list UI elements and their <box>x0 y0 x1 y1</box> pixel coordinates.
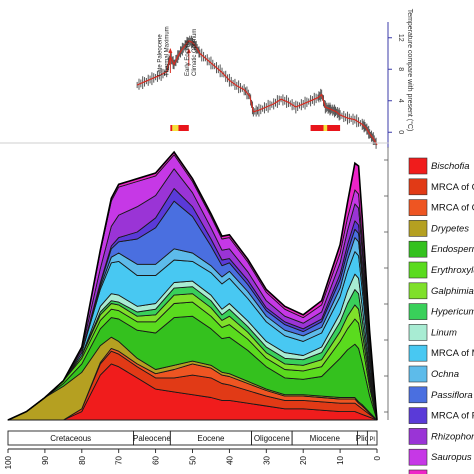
legend-label-ochna: Ochna <box>431 369 459 380</box>
x-tick-label: 70 <box>115 455 124 464</box>
legend-label-drypetes: Drypetes <box>431 223 469 234</box>
legend-swatch-sauropus <box>408 448 428 466</box>
temperature-noise <box>136 35 377 149</box>
legend-label-endospermu: Endospermu <box>431 244 474 255</box>
area-right-axis <box>384 147 389 420</box>
legend-label-mrca-of-cla: MRCA of Cla <box>431 182 474 193</box>
epoch-label: Cretaceous <box>50 434 91 443</box>
temperature-tick-label: 0 <box>397 130 404 134</box>
x-tick-label: 20 <box>299 455 308 464</box>
annotation-label: Late PaleoceneThermal Maximum <box>157 26 170 76</box>
temperature-annotations: Late PaleoceneThermal Maximum Early Eocen… <box>157 26 197 76</box>
epoch-label: Plio <box>356 434 370 443</box>
x-tick-label: 90 <box>41 455 50 464</box>
temperature-tick-label: 8 <box>397 67 404 71</box>
epoch-bar: Cretaceous Paleocene Eocene Oligocene Miocen… <box>7 430 378 446</box>
x-tick-label: 60 <box>152 455 161 464</box>
legend-swatch-hypericum <box>408 303 428 320</box>
temperature-axis-label: Temperature compare with present (°C) <box>406 9 414 132</box>
temperature-tick-label: 12 <box>397 34 404 42</box>
x-tick-label: 100 <box>4 455 13 469</box>
temperature-tick-label: 4 <box>397 99 404 103</box>
legend-swatch-rhizophora <box>408 428 428 445</box>
temperature-panel: 0 4 8 12 Temperature compare with present (… <box>136 9 414 149</box>
legend-swatch-mrca-of-cla <box>408 178 428 196</box>
annotation-arrowhead <box>186 48 191 53</box>
epoch-label: Pl <box>370 437 375 443</box>
x-tick-label: 0 <box>373 455 382 460</box>
legend-label-galphimia: Galphimia <box>431 286 474 297</box>
epoch-label: Oligocene <box>254 434 291 443</box>
warm-period-bars <box>170 125 341 131</box>
annotation-label: Early EoceneClimatic Optimum <box>185 29 198 76</box>
x-tick-label: 30 <box>262 455 271 464</box>
warm-period-highlight <box>323 125 328 131</box>
temperature-line <box>136 40 378 146</box>
legend-swatch-endospermu <box>408 240 428 258</box>
legend-label-mrca-of-pc: MRCA of Pc <box>431 411 474 422</box>
legend: Bischofia MRCA of Cla MRCA of Ca Drypetes En… <box>408 157 474 474</box>
legend-label-mrca-of-ma: MRCA of Ma <box>431 348 474 359</box>
legend-swatch-drypetes <box>408 220 428 237</box>
area-outline <box>7 150 378 421</box>
legend-swatch-viola <box>408 469 428 474</box>
legend-label-passiflora: Passiflora <box>431 390 473 401</box>
x-tick-label: 50 <box>189 455 198 464</box>
epoch-label: Eocene <box>197 434 225 443</box>
legend-swatch-mrca-of-ca <box>408 199 428 216</box>
warm-period-highlight <box>172 125 179 131</box>
legend-label-rhizophora: Rhizophora <box>431 431 474 442</box>
x-tick-label: 40 <box>225 455 234 464</box>
warm-period-bar <box>170 125 189 131</box>
annotation-arrowhead <box>168 48 173 53</box>
time-axis: 100 90 80 70 60 50 40 30 20 10 0 <box>4 448 382 469</box>
legend-swatch-ochna <box>408 365 428 383</box>
legend-swatch-passiflora <box>408 386 428 404</box>
legend-swatch-galphimia <box>408 282 428 300</box>
legend-label-erythroxylu: Erythroxylu <box>431 265 474 276</box>
legend-label-mrca-of-ca: MRCA of Ca <box>431 203 474 214</box>
legend-label-hypericum: Hypericum <box>431 307 474 318</box>
temperature-axis: 0 4 8 12 <box>387 22 404 148</box>
stacked-area-panel <box>7 147 389 421</box>
legend-label-linum: Linum <box>431 327 457 338</box>
legend-swatch-linum <box>408 324 428 341</box>
epoch-label: Paleocene <box>133 434 171 443</box>
epoch-label: Miocene <box>310 434 341 443</box>
legend-label-bischofia: Bischofia <box>431 161 470 172</box>
legend-label-sauropus: Sauropus <box>431 452 472 463</box>
epoch-pl <box>366 430 378 446</box>
x-tick-label: 80 <box>78 455 87 464</box>
legend-swatch-mrca-of-pc <box>408 407 428 424</box>
x-tick-label: 10 <box>336 455 345 464</box>
legend-swatch-bischofia <box>408 157 428 175</box>
legend-swatch-mrca-of-ma <box>408 344 428 362</box>
legend-swatch-erythroxylu <box>408 261 428 279</box>
